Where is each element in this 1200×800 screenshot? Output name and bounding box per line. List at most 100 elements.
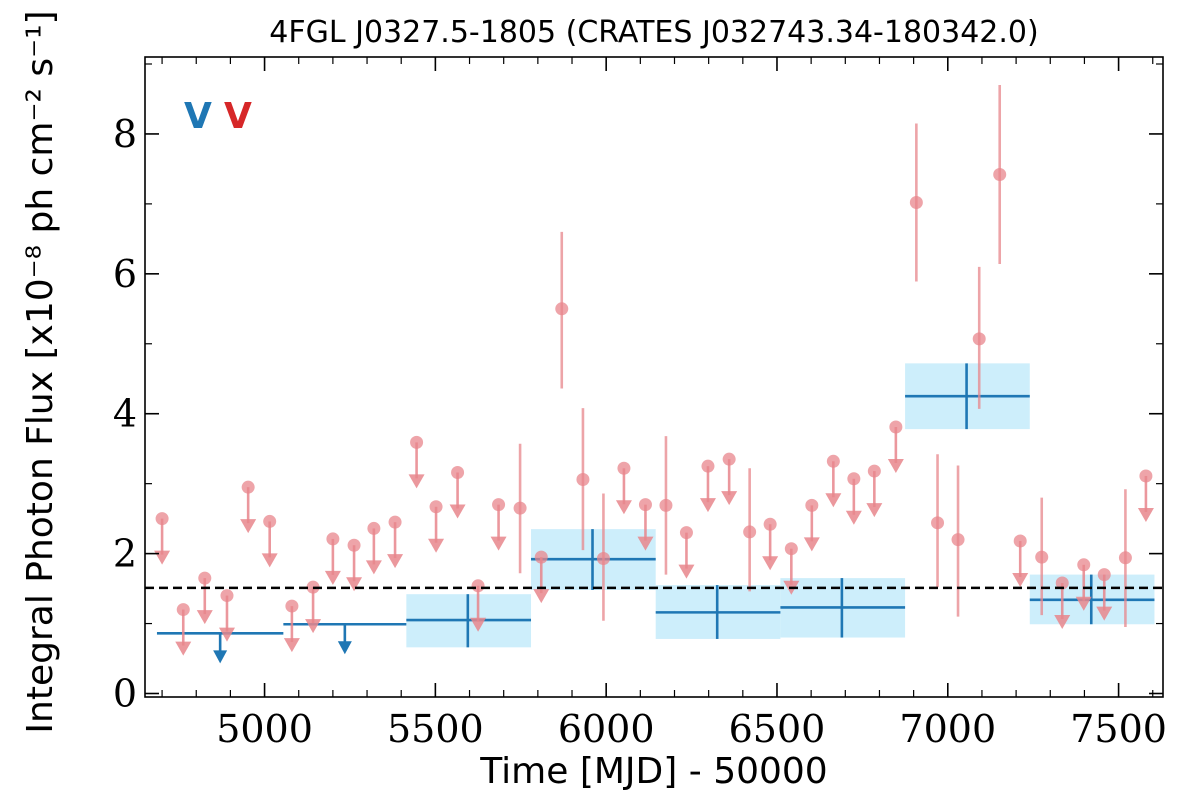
short-bin-point [429, 500, 443, 514]
short-bin-ul-arrow [428, 538, 445, 553]
short-bin-ul-arrow [490, 536, 507, 551]
short-bin-point [155, 512, 169, 526]
short-bin-ul-arrow [387, 554, 404, 569]
x-tick-label: 5000 [216, 707, 313, 751]
short-bin-ul-arrow [762, 556, 779, 571]
long-bin-points [156, 363, 1155, 664]
short-bin-point [743, 525, 757, 539]
short-bin-ul-arrow [470, 617, 487, 632]
long-bin-ul-arrow [337, 641, 352, 655]
short-bin-points [154, 84, 1154, 656]
short-bin-point [596, 552, 610, 566]
short-bin-point [826, 454, 840, 468]
short-bin-point [555, 302, 569, 316]
short-bin-point [1013, 534, 1027, 548]
short-bin-ul-arrow [699, 498, 716, 513]
short-bin-ul-arrow [346, 577, 363, 592]
short-bin-point [471, 579, 485, 593]
short-bin-point [220, 589, 234, 603]
short-bin-point [1118, 551, 1132, 565]
short-bin-ul-arrow [1054, 614, 1071, 629]
chart-title: 4FGL J0327.5-1805 (CRATES J032743.34-180… [269, 15, 1038, 50]
short-bin-ul-arrow [196, 610, 213, 625]
short-bin-point [847, 472, 861, 486]
x-tick-label: 6000 [558, 707, 655, 751]
y-tick-label: 4 [113, 392, 137, 436]
short-bin-point [763, 517, 777, 531]
plot-frame [144, 56, 1164, 698]
y-tick-label: 8 [113, 112, 137, 156]
short-bin-point [1139, 469, 1153, 483]
short-bin-point [931, 516, 945, 530]
short-bin-ul-arrow [218, 627, 235, 642]
x-axis-label: Time [MJD] - 50000 [479, 751, 827, 792]
short-bin-point [972, 332, 986, 346]
short-bin-point [722, 452, 736, 466]
short-bin-point [1035, 550, 1049, 564]
short-bin-ul-arrow [305, 619, 322, 634]
short-bin-ul-arrow [175, 641, 192, 656]
axis-tick-labels: 5000 5500 6000 6500 7000 7500 0 2 4 6 8 [113, 112, 1167, 751]
short-bin-point [1097, 568, 1111, 582]
x-tick-label: 5500 [387, 707, 484, 751]
legend-entry-red: V [224, 96, 252, 137]
short-bin-point [679, 526, 693, 540]
short-bin-ul-arrow [324, 570, 341, 585]
short-bin-point [576, 472, 590, 486]
short-bin-ul-arrow [1075, 596, 1092, 611]
short-bin-ul-arrow [1012, 573, 1029, 588]
short-bin-ul-arrow [678, 564, 695, 579]
short-bin-point [951, 533, 965, 547]
short-bin-point [451, 465, 465, 479]
y-tick-label: 2 [113, 532, 137, 576]
legend: V V [184, 96, 252, 137]
short-bin-point [176, 603, 190, 617]
x-tick-label: 7500 [1070, 707, 1167, 751]
short-bin-point [410, 435, 424, 449]
short-bin-ul-arrow [803, 537, 820, 552]
short-bin-ul-arrow [637, 536, 654, 551]
short-bin-point [784, 542, 798, 556]
short-bin-point [993, 168, 1007, 182]
short-bin-ul-arrow [449, 504, 466, 519]
short-bin-point [241, 480, 255, 494]
short-bin-point [492, 498, 506, 512]
y-tick-label: 6 [113, 252, 137, 296]
axis-ticks [145, 57, 1163, 697]
short-bin-ul-arrow [721, 491, 738, 506]
short-bin-point [701, 459, 715, 473]
short-bin-point [285, 599, 299, 613]
short-bin-point [198, 571, 212, 585]
short-bin-point [638, 498, 652, 512]
short-bin-ul-arrow [866, 503, 883, 518]
short-bin-point [326, 532, 340, 546]
short-bin-point [889, 420, 903, 434]
short-bin-ul-arrow [845, 510, 862, 525]
x-tick-label: 7000 [899, 707, 996, 751]
short-bin-ul-arrow [615, 500, 632, 515]
short-bin-point [617, 461, 631, 475]
short-bin-ul-arrow [408, 474, 425, 489]
short-bin-ul-arrow [825, 493, 842, 508]
legend-entry-blue: V [184, 96, 212, 137]
short-bin-point [513, 501, 527, 515]
short-bin-point [388, 515, 402, 529]
short-bin-point [534, 550, 548, 564]
short-bin-point [659, 498, 673, 512]
short-bin-point [347, 538, 361, 552]
short-bin-ul-arrow [283, 638, 300, 653]
short-bin-ul-arrow [1096, 606, 1113, 621]
short-bin-ul-arrow [240, 519, 257, 534]
x-tick-label: 6500 [729, 707, 826, 751]
y-tick-label: 0 [113, 672, 137, 716]
y-axis-label: Integral Photon Flux [x10⁻⁸ ph cm⁻² s⁻¹] [20, 10, 61, 733]
short-bin-ul-arrow [1137, 507, 1154, 522]
short-bin-ul-arrow [261, 553, 278, 568]
short-bin-point [367, 521, 381, 535]
long-bin-ul-arrow [213, 650, 228, 664]
short-bin-point [1055, 576, 1069, 590]
short-bin-point [867, 464, 881, 478]
short-bin-point [909, 195, 923, 209]
short-bin-point [805, 498, 819, 512]
